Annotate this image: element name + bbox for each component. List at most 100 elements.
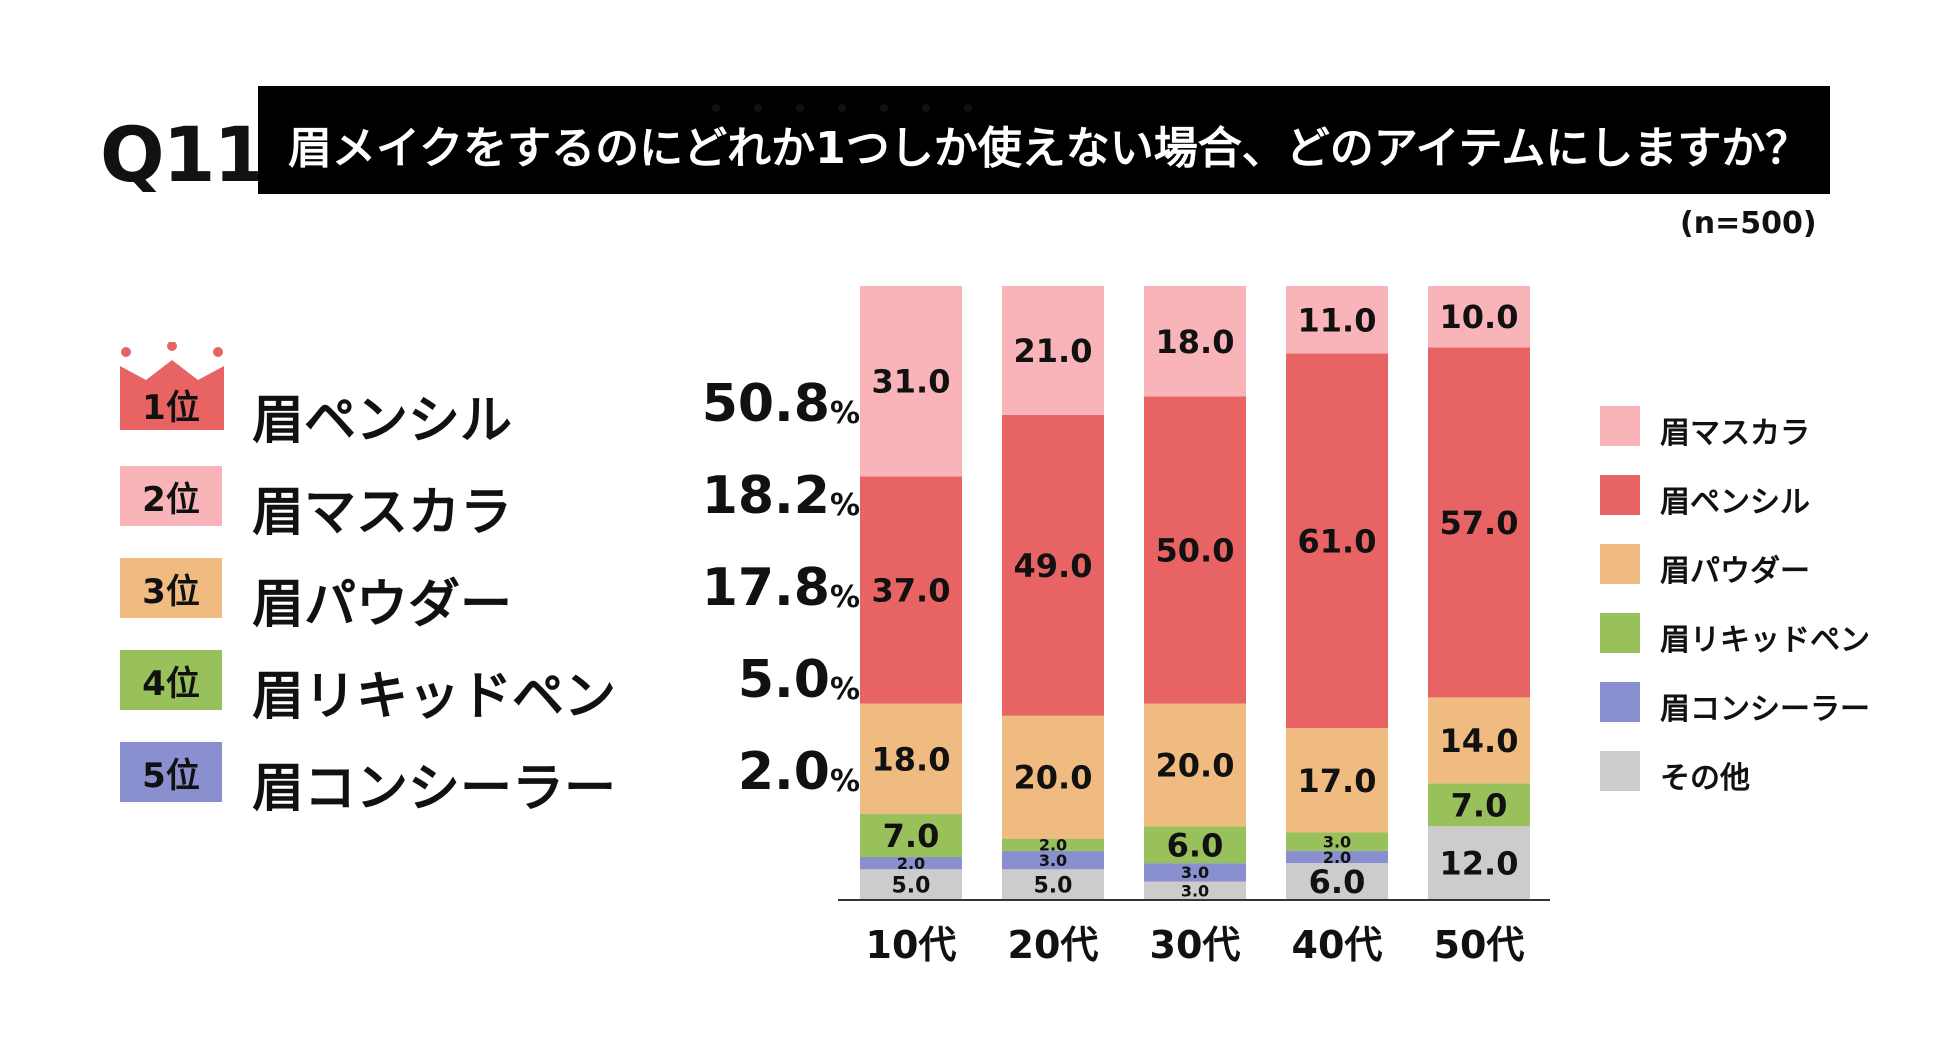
bar-segment (1286, 832, 1388, 851)
rank-item-name: 眉コンシーラー (252, 759, 617, 819)
rank-item-name: 眉リキッドペン (252, 667, 617, 727)
bar-segment (1144, 881, 1246, 900)
page-title: 眉メイクをするのにどれか1つしか使えない場合、どのアイテムにしますか？ (288, 123, 1810, 174)
legend-swatch (1600, 544, 1640, 584)
rank-item-unit: % (829, 396, 860, 431)
rank-item-value: 2.0 (737, 742, 830, 802)
rank-item-name: 眉マスカラ (252, 483, 513, 543)
bar-segment (1002, 286, 1104, 415)
rank-item-value: 50.8 (701, 374, 830, 434)
legend-label: 眉マスカラ (1660, 416, 1810, 451)
rank-row-3: 3位 眉パウダー 17.8 % (120, 558, 980, 635)
rank-item-name: 眉ペンシル (252, 391, 513, 451)
legend-label: 眉リキッドペン (1660, 623, 1870, 658)
rank-item-unit: % (829, 672, 860, 707)
rank-row-4: 4位 眉リキッドペン 5.0 % (120, 650, 980, 727)
emphasis-dots (712, 104, 972, 118)
data-label: 61.0 (1298, 522, 1377, 560)
bar-segment (1002, 838, 1104, 851)
legend-item: その他 (1600, 751, 1900, 796)
data-label: 5.0 (1034, 874, 1073, 899)
rank-item-name: 眉パウダー (252, 575, 513, 635)
bar-segment (1144, 286, 1246, 397)
data-label: 2.0 (1039, 836, 1067, 855)
rank-badge: 5位 (120, 742, 222, 802)
data-label: 5.0 (892, 874, 931, 899)
bar-segment (1428, 286, 1530, 348)
bar-segment (1286, 850, 1388, 864)
title-bar: 眉メイクをするのにどれか1つしか使えない場合、どのアイテムにしますか？ (258, 86, 1830, 194)
bar-segment (1286, 728, 1388, 833)
legend-swatch (1600, 751, 1640, 791)
data-label: 18.0 (1156, 323, 1235, 361)
bar-segment (860, 857, 962, 870)
legend-item: 眉マスカラ (1600, 406, 1900, 451)
rank-item-value: 17.8 (701, 558, 830, 618)
data-label: 3.0 (1181, 863, 1209, 882)
rank-row-2: 2位 眉マスカラ 18.2 % (120, 466, 980, 543)
rank-badge: 1位 (142, 387, 200, 428)
rank-item-unit: % (829, 580, 860, 615)
legend-swatch (1600, 682, 1640, 722)
x-tick-label: 10代 (866, 923, 957, 967)
bar-segment (1428, 826, 1530, 900)
data-label: 7.0 (1451, 786, 1508, 824)
bar-segment (1144, 703, 1246, 827)
rank-item-value: 5.0 (737, 650, 830, 710)
data-label: 3.0 (1323, 832, 1351, 851)
bar-segment (1002, 414, 1104, 716)
bar-segment (1144, 826, 1246, 864)
legend-label: 眉ペンシル (1660, 485, 1810, 520)
data-label: 20.0 (1014, 759, 1093, 797)
bar-segment (1002, 715, 1104, 839)
x-tick-label: 30代 (1150, 923, 1241, 967)
data-label: 2.0 (1323, 848, 1351, 867)
rank-badge: 3位 (120, 558, 222, 618)
bar-segment (1144, 396, 1246, 704)
legend-item: 眉ペンシル (1600, 475, 1900, 520)
bar-segment (1002, 850, 1104, 870)
legend-item: 眉リキッドペン (1600, 613, 1900, 658)
data-label: 3.0 (1181, 882, 1209, 901)
data-label: 49.0 (1014, 547, 1093, 585)
rank-item-value: 18.2 (701, 466, 830, 526)
legend-label: 眉パウダー (1660, 554, 1810, 589)
bar-segment (1002, 869, 1104, 900)
data-label: 50.0 (1156, 532, 1235, 570)
bar-segment (1286, 353, 1388, 729)
x-tick-label: 40代 (1292, 923, 1383, 967)
legend-label: 眉コンシーラー (1660, 692, 1870, 727)
legend-swatch (1600, 406, 1640, 446)
data-label: 21.0 (1014, 332, 1093, 370)
data-label: 6.0 (1309, 863, 1366, 901)
bar-segment (860, 814, 962, 858)
bar-segment (1286, 863, 1388, 900)
bar-segment (860, 869, 962, 900)
legend-item: 眉コンシーラー (1600, 682, 1900, 727)
sample-size: (n=500) (1680, 206, 1817, 241)
legend-swatch (1600, 613, 1640, 653)
data-label: 57.0 (1440, 504, 1519, 542)
data-label: 14.0 (1440, 722, 1519, 760)
rank-row-1: 1位 眉ペンシル 50.8 % (120, 374, 980, 451)
bar-segment (1144, 863, 1246, 882)
rank-item-unit: % (829, 764, 860, 799)
data-label: 10.0 (1440, 298, 1519, 336)
data-label: 12.0 (1440, 845, 1519, 883)
bar-segment (1428, 347, 1530, 698)
rank-badge: 2位 (120, 466, 222, 526)
rank-badge: 4位 (120, 650, 222, 710)
bar-segment (1428, 783, 1530, 827)
question-number: Q11 (100, 110, 266, 199)
data-label: 3.0 (1039, 851, 1067, 870)
bar-segment (1286, 286, 1388, 354)
x-tick-label: 50代 (1434, 923, 1525, 967)
x-tick-label: 20代 (1008, 923, 1099, 967)
bar-segment (1428, 697, 1530, 784)
legend-item: 眉パウダー (1600, 544, 1900, 589)
data-label: 17.0 (1298, 762, 1377, 800)
legend-label: その他 (1660, 761, 1750, 796)
rank-row-5: 5位 眉コンシーラー 2.0 % (120, 742, 980, 819)
data-label: 2.0 (897, 854, 925, 873)
data-label: 11.0 (1298, 301, 1377, 339)
